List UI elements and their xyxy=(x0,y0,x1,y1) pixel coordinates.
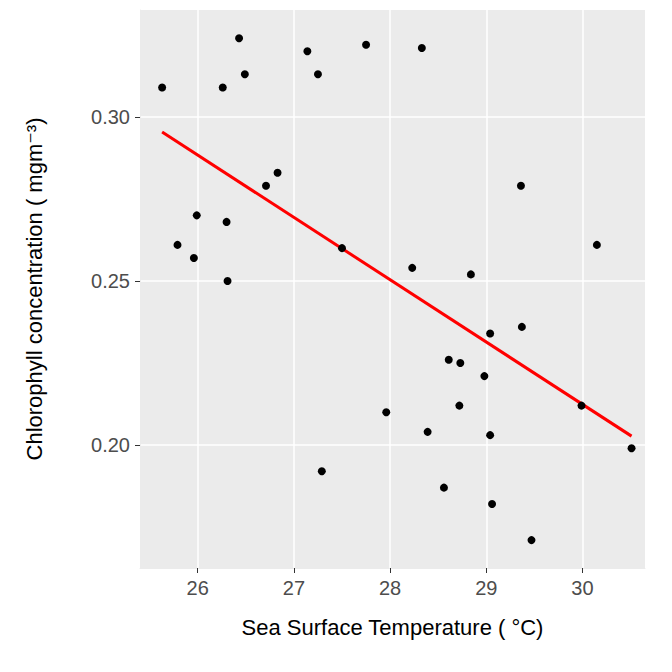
svg-text:26: 26 xyxy=(187,577,209,599)
svg-text:Sea Surface Temperature ( °C): Sea Surface Temperature ( °C) xyxy=(242,615,544,640)
svg-text:0.25: 0.25 xyxy=(91,270,130,292)
svg-text:30: 30 xyxy=(571,577,593,599)
svg-text:27: 27 xyxy=(283,577,305,599)
svg-text:Chlorophyll concentration ( mg: Chlorophyll concentration ( mgm⁻³) xyxy=(22,118,47,461)
svg-text:0.30: 0.30 xyxy=(91,106,130,128)
svg-text:29: 29 xyxy=(475,577,497,599)
svg-text:28: 28 xyxy=(379,577,401,599)
svg-text:0.20: 0.20 xyxy=(91,434,130,456)
